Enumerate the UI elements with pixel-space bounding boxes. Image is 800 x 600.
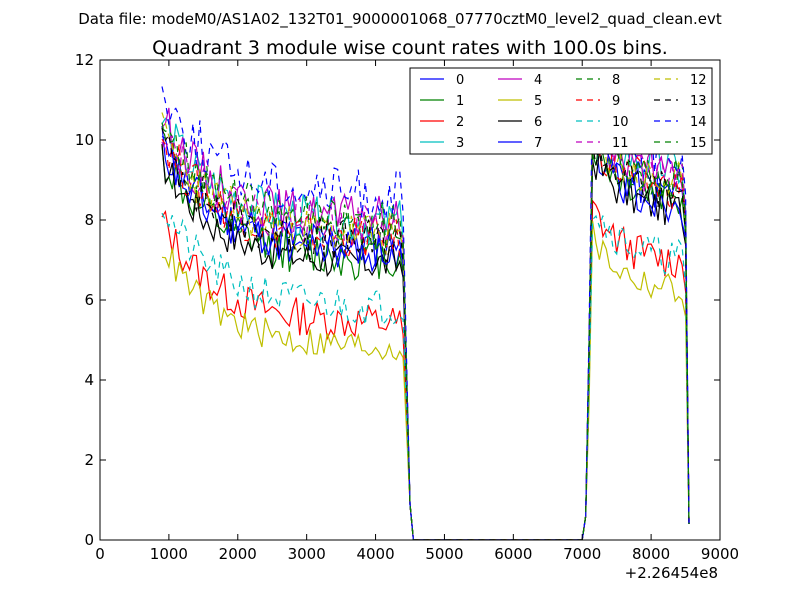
y-tick-label: 12 xyxy=(75,51,94,69)
plot-area xyxy=(161,84,690,540)
x-tick-label: 0 xyxy=(95,545,105,563)
legend-label-1: 1 xyxy=(456,94,464,109)
x-offset-label: +2.26454e8 xyxy=(625,564,718,582)
legend-label-4: 4 xyxy=(534,73,542,88)
y-tick-label: 6 xyxy=(84,291,94,309)
series-line-8 xyxy=(161,126,690,540)
series-line-5 xyxy=(161,221,690,540)
x-tick-label: 1000 xyxy=(150,545,188,563)
series-line-15 xyxy=(161,122,690,540)
series-line-7 xyxy=(161,133,690,540)
legend-label-13: 13 xyxy=(690,94,707,109)
y-tick-label: 2 xyxy=(84,451,94,469)
legend-label-10: 10 xyxy=(612,115,629,130)
legend-label-3: 3 xyxy=(456,136,464,151)
chart-title: Quadrant 3 module wise count rates with … xyxy=(152,37,668,59)
legend-label-9: 9 xyxy=(612,94,620,109)
axes: 0 1000 2000 3000 4000 5000 6000 7000 8000 9000 0 2 4… xyxy=(75,51,739,563)
y-tick-label: 8 xyxy=(84,211,94,229)
legend-label-11: 11 xyxy=(612,136,629,151)
series-line-12 xyxy=(161,111,690,540)
series-line-9 xyxy=(161,127,690,540)
legend-label-14: 14 xyxy=(690,115,707,130)
y-tick-label: 0 xyxy=(84,531,94,549)
legend-label-6: 6 xyxy=(534,115,542,130)
y-tick-label: 10 xyxy=(75,131,94,149)
legend-label-7: 7 xyxy=(534,136,542,151)
series-line-0 xyxy=(161,124,690,540)
x-tick-label: 6000 xyxy=(494,545,532,563)
legend-label-15: 15 xyxy=(690,136,707,151)
legend-label-8: 8 xyxy=(612,73,620,88)
legend-label-12: 12 xyxy=(690,73,707,88)
series-line-14 xyxy=(161,84,690,540)
x-tick-label: 2000 xyxy=(219,545,257,563)
x-tick-label: 9000 xyxy=(701,545,739,563)
x-tick-label: 4000 xyxy=(356,545,394,563)
chart-suptitle: Data file: modeM0/AS1A02_132T01_90000010… xyxy=(78,10,722,29)
series-line-1 xyxy=(161,139,690,540)
x-tick-label: 5000 xyxy=(425,545,463,563)
x-tick-label: 8000 xyxy=(632,545,670,563)
x-tick-label: 7000 xyxy=(563,545,601,563)
legend-label-2: 2 xyxy=(456,115,464,130)
y-tick-label: 4 xyxy=(84,371,94,389)
series-line-6 xyxy=(161,143,690,540)
series-line-13 xyxy=(161,127,690,540)
series-line-2 xyxy=(161,199,690,540)
legend-label-5: 5 xyxy=(534,94,542,109)
series-line-10 xyxy=(161,212,690,540)
x-tick-label: 3000 xyxy=(288,545,326,563)
legend-frame xyxy=(409,67,713,155)
legend-label-0: 0 xyxy=(456,73,464,88)
